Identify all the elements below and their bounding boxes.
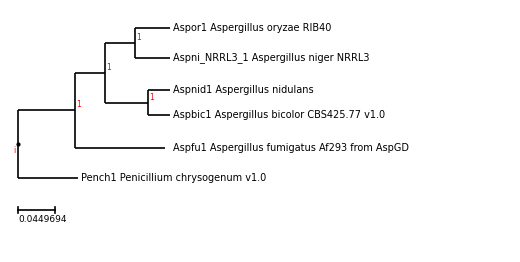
Text: 1: 1 [76, 100, 81, 109]
Text: Aspor1 Aspergillus oryzae RIB40: Aspor1 Aspergillus oryzae RIB40 [173, 23, 331, 33]
Text: Aspfu1 Aspergillus fumigatus Af293 from AspGD: Aspfu1 Aspergillus fumigatus Af293 from … [173, 143, 409, 153]
Text: 1: 1 [136, 33, 141, 42]
Text: Aspbic1 Aspergillus bicolor CBS425.77 v1.0: Aspbic1 Aspergillus bicolor CBS425.77 v1… [173, 110, 385, 120]
Text: Aspni_NRRL3_1 Aspergillus niger NRRL3: Aspni_NRRL3_1 Aspergillus niger NRRL3 [173, 53, 370, 63]
Text: Pench1 Penicillium chrysogenum v1.0: Pench1 Penicillium chrysogenum v1.0 [81, 173, 266, 183]
Text: 0.0449694: 0.0449694 [18, 215, 67, 224]
Text: 1: 1 [106, 63, 111, 72]
Text: 1: 1 [149, 92, 154, 101]
Text: i: i [14, 146, 16, 155]
Text: Aspnid1 Aspergillus nidulans: Aspnid1 Aspergillus nidulans [173, 85, 314, 95]
